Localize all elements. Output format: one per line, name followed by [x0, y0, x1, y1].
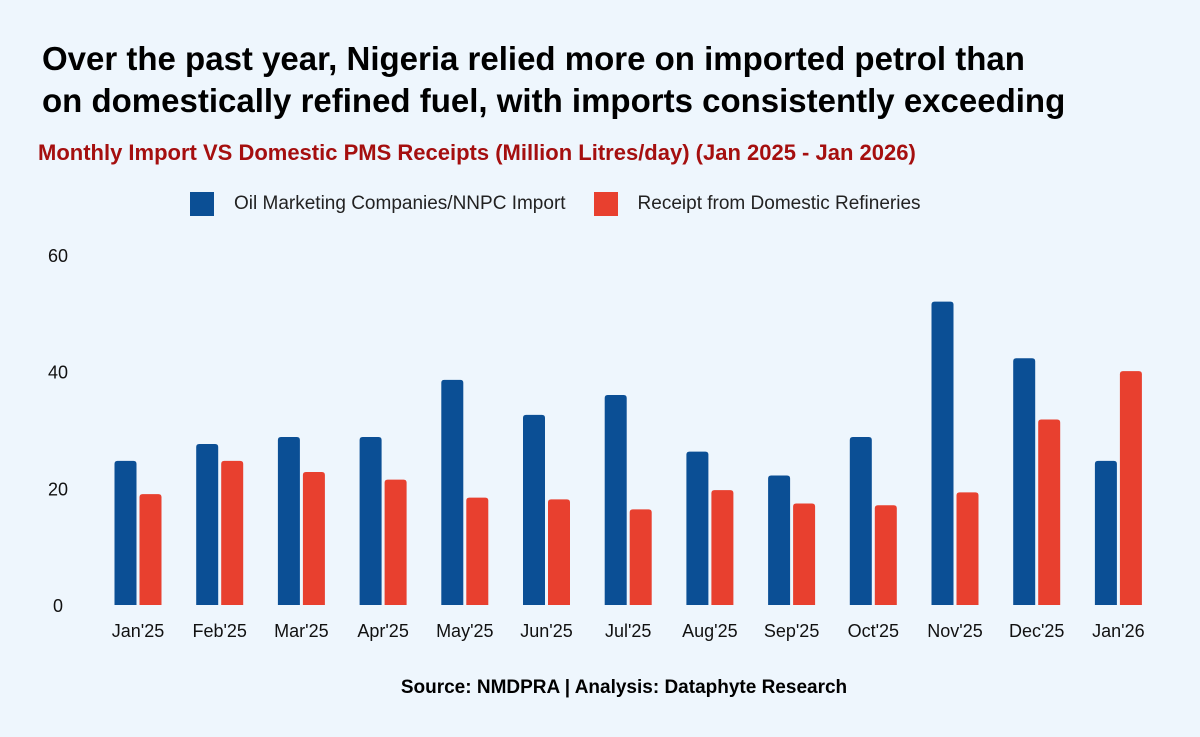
import-bar-mar25 [277, 437, 300, 605]
import-bar-apr25 [359, 437, 382, 605]
legend-swatch-domestic [593, 192, 618, 216]
import-bar-jun25 [523, 414, 545, 605]
domestic-bar-jan26 [1119, 371, 1142, 605]
y-axis: 0 20 40 60 [48, 246, 68, 616]
legend-swatch-import [190, 192, 214, 216]
source-note: Source: NMDPRA | Analysis: Dataphyte Res… [400, 677, 848, 698]
x-tick-label: Jan'26 [1092, 621, 1144, 641]
y-tick-label: 0 [53, 596, 63, 616]
x-tick-label: Apr'25 [357, 621, 408, 641]
import-bar-oct25 [849, 437, 872, 605]
x-axis: Jan'25 Feb'25 Mar'25 Apr'25 May'25 Jun'25 Jul'… [112, 621, 1145, 641]
domestic-bar-nov25 [956, 492, 979, 605]
import-bar-nov25 [931, 301, 954, 605]
domestic-bar-jan25 [139, 494, 162, 605]
domestic-bar-feb25 [221, 460, 244, 605]
domestic-bar-sep25 [793, 503, 816, 605]
y-tick-label: 20 [48, 479, 68, 499]
headline-line-2: on domestically refined fuel, with impor… [42, 82, 1066, 119]
x-tick-label: Aug'25 [682, 621, 738, 641]
headline-line-1: Over the past year, Nigeria relied more … [42, 40, 1025, 77]
import-bar-feb25 [196, 444, 219, 605]
legend-label-import: Oil Marketing Companies/NNPC Import [234, 193, 566, 214]
domestic-bar-aug25 [711, 490, 734, 605]
x-tick-label: Jul'25 [605, 621, 651, 641]
y-tick-label: 40 [48, 363, 68, 383]
x-tick-label: Feb'25 [192, 621, 246, 641]
legend-item-import: Oil Marketing Companies/NNPC Import [190, 192, 566, 216]
domestic-bar-dec25 [1038, 419, 1061, 605]
domestic-bar-jun25 [548, 499, 570, 605]
x-tick-label: Nov'25 [927, 621, 982, 641]
legend-label-domestic: Receipt from Domestic Refineries [637, 193, 921, 214]
chart-legend: Oil Marketing Companies/NNPC Import Rece… [190, 192, 921, 216]
y-tick-label: 60 [48, 246, 68, 266]
import-bar-jan26 [1094, 460, 1117, 605]
x-tick-label: May'25 [436, 621, 493, 641]
import-bar-jan25 [114, 460, 137, 605]
domestic-bar-mar25 [302, 472, 325, 605]
import-bar-aug25 [686, 451, 709, 605]
import-bar-dec25 [1013, 358, 1036, 605]
domestic-bar-jul25 [629, 509, 652, 605]
x-tick-label: Dec'25 [1009, 621, 1064, 641]
x-tick-label: Jan'25 [112, 621, 164, 641]
domestic-bar-apr25 [384, 479, 407, 605]
import-bar-may25 [441, 379, 464, 605]
x-tick-label: Mar'25 [274, 621, 328, 641]
domestic-bar-may25 [466, 497, 489, 605]
import-bar-jul25 [604, 395, 627, 605]
x-tick-label: Oct'25 [848, 621, 899, 641]
x-tick-label: Jun'25 [520, 621, 572, 641]
bars [114, 301, 1142, 605]
x-tick-label: Sep'25 [764, 621, 820, 641]
legend-item-domestic: Receipt from Domestic Refineries [593, 192, 921, 216]
headline: Over the past year, Nigeria relied more … [42, 38, 1192, 122]
domestic-bar-oct25 [874, 505, 897, 605]
chart-title: Monthly Import VS Domestic PMS Receipts … [38, 140, 916, 165]
import-bar-sep25 [768, 475, 791, 605]
